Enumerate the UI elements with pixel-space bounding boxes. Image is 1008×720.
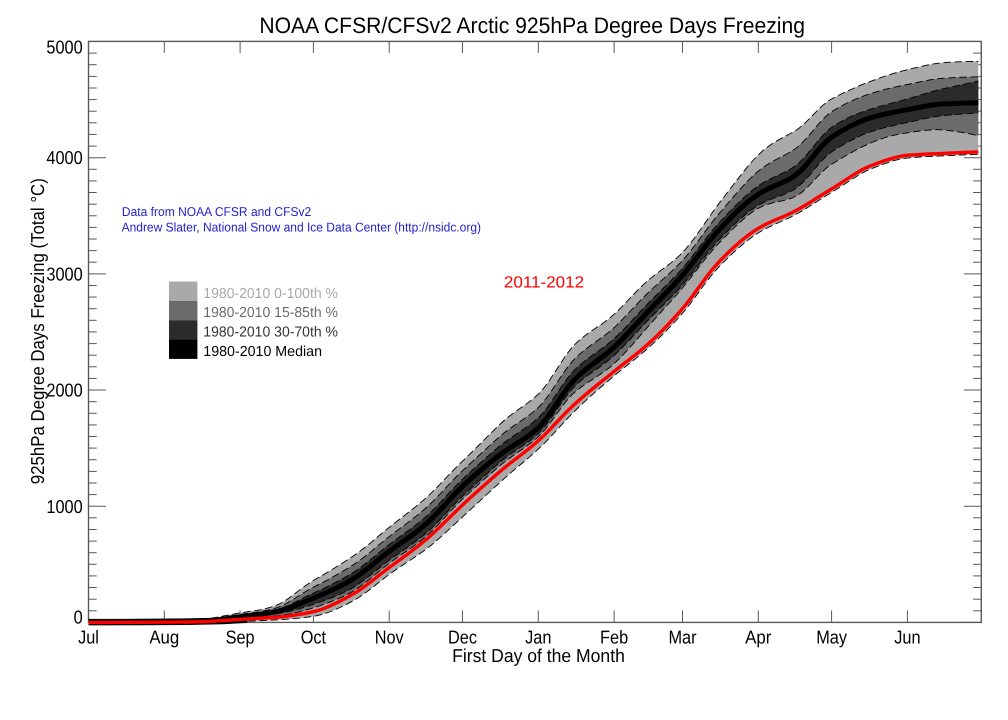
svg-text:Oct: Oct (301, 626, 327, 647)
svg-text:First Day of the Month: First Day of the Month (452, 645, 625, 666)
svg-text:1980-2010 15-85th %: 1980-2010 15-85th % (203, 305, 338, 321)
svg-text:Feb: Feb (600, 626, 628, 647)
svg-text:1000: 1000 (46, 496, 82, 517)
svg-text:5000: 5000 (46, 36, 82, 57)
svg-text:Sep: Sep (226, 626, 255, 647)
svg-text:Nov: Nov (375, 626, 405, 647)
svg-text:0: 0 (74, 607, 83, 628)
svg-text:1980-2010 Median: 1980-2010 Median (203, 344, 322, 360)
svg-text:Jul: Jul (78, 626, 99, 647)
svg-text:Jan: Jan (525, 626, 551, 647)
svg-text:Data from NOAA CFSR and CFSv2: Data from NOAA CFSR and CFSv2 (122, 204, 311, 219)
svg-text:Andrew Slater, National Snow a: Andrew Slater, National Snow and Ice Dat… (122, 220, 481, 235)
svg-text:Apr: Apr (745, 626, 771, 647)
svg-text:Dec: Dec (448, 626, 477, 647)
svg-text:Jun: Jun (894, 626, 920, 647)
svg-text:2011-2012: 2011-2012 (504, 273, 584, 291)
svg-text:NOAA CFSR/CFSv2 Arctic 925hPa: NOAA CFSR/CFSv2 Arctic 925hPa Degree Day… (259, 13, 805, 38)
svg-text:Aug: Aug (149, 626, 179, 647)
svg-text:925hPa Degree Days Freezing (T: 925hPa Degree Days Freezing (Total °C) (27, 178, 48, 484)
svg-text:2000: 2000 (46, 380, 82, 401)
svg-text:Mar: Mar (668, 626, 696, 647)
svg-text:1980-2010 30-70th %: 1980-2010 30-70th % (203, 325, 338, 341)
svg-text:May: May (816, 626, 847, 647)
svg-text:3000: 3000 (46, 263, 82, 284)
svg-text:4000: 4000 (46, 147, 82, 168)
svg-text:1980-2010 0-100th %: 1980-2010 0-100th % (203, 286, 338, 302)
